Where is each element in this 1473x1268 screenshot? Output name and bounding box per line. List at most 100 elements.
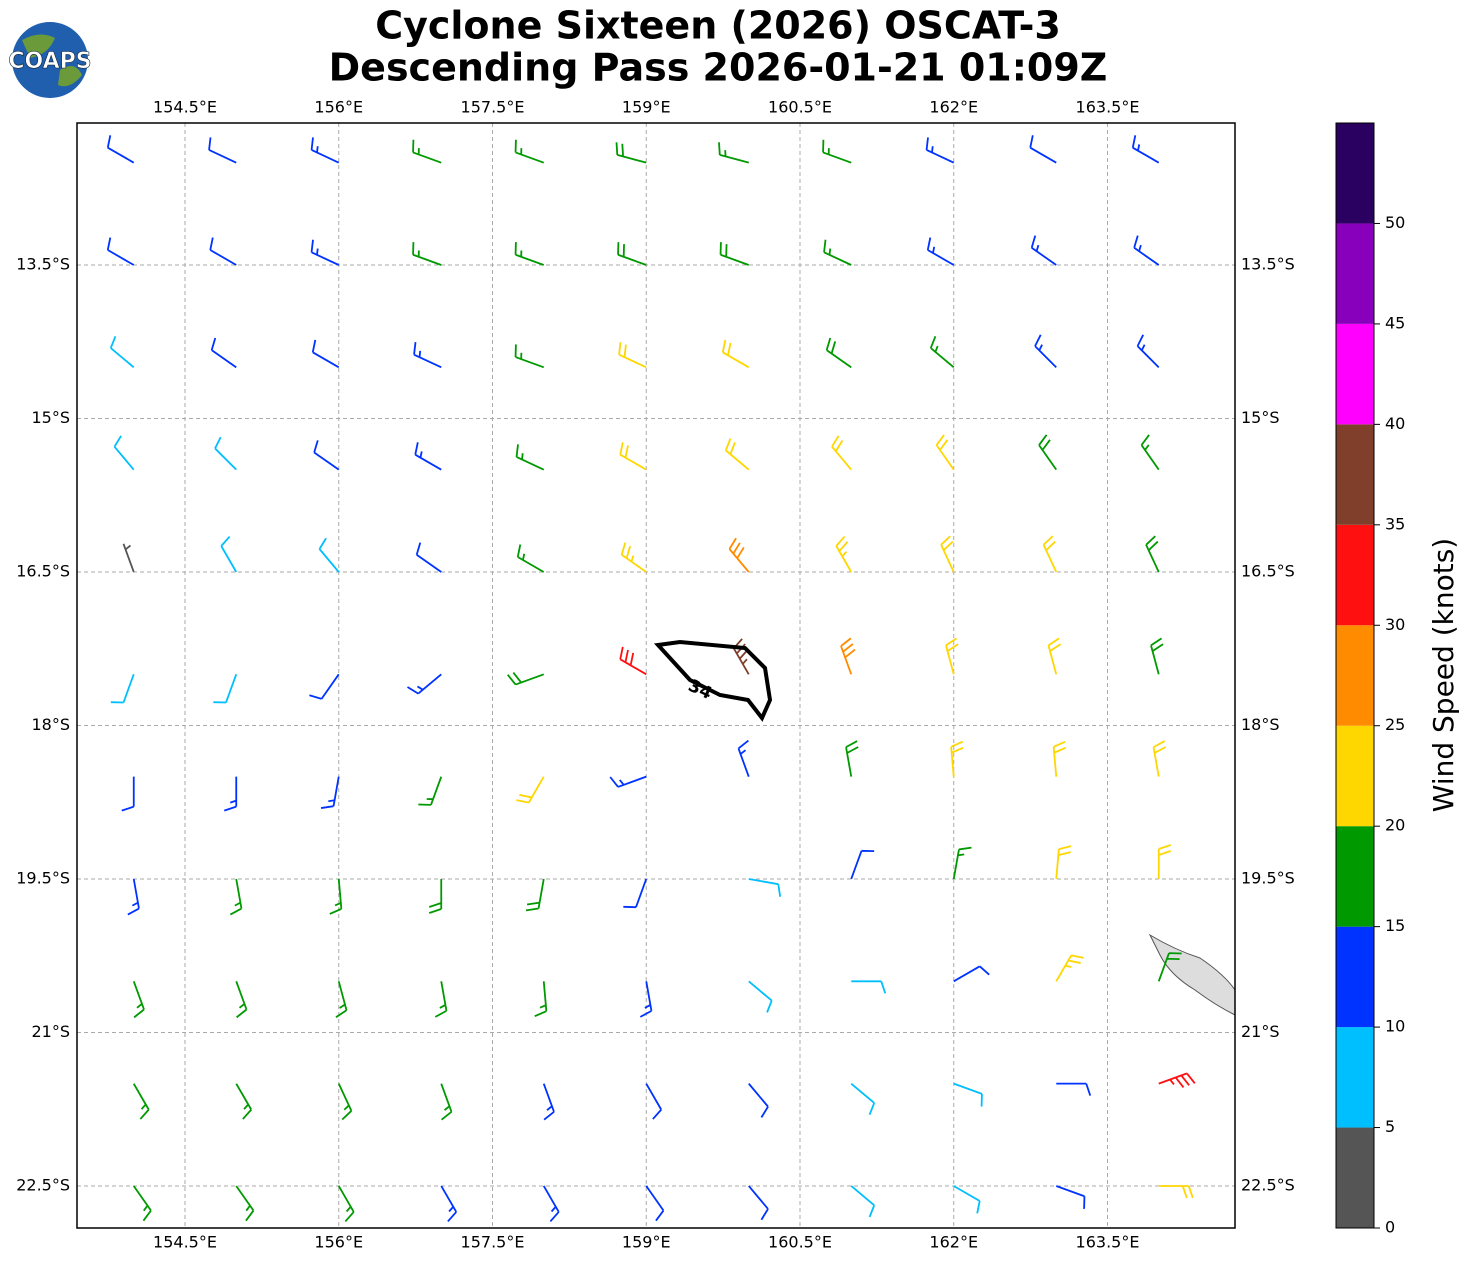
- wind-barb: [926, 237, 955, 266]
- lat-tick-label-left: 22.5°S: [16, 1175, 70, 1194]
- wind-barb: [1158, 1185, 1194, 1199]
- wind-barb: [1055, 845, 1072, 880]
- wind-barb: [235, 981, 248, 1019]
- wind-barb: [311, 339, 340, 369]
- wind-barb: [109, 335, 135, 369]
- wind-barb: [850, 849, 875, 880]
- wind-barb: [1042, 535, 1058, 573]
- wind-barb: [213, 674, 238, 704]
- colorbar-bin: [1336, 123, 1374, 224]
- lon-tick-label-top: 156°E: [314, 98, 363, 117]
- colorbar-tick-label: 5: [1385, 1117, 1395, 1136]
- wind-barb: [415, 542, 442, 573]
- wind-barb: [822, 139, 852, 164]
- lat-tick-label-right: 21°S: [1241, 1022, 1280, 1041]
- wind-barb: [223, 776, 238, 812]
- map-frame: [76, 122, 1236, 1229]
- wind-barb: [619, 646, 647, 676]
- colorbar-bin: [1336, 625, 1374, 726]
- wind-barb: [534, 981, 548, 1018]
- colorbar-tick-label: 35: [1385, 514, 1405, 533]
- colorbar-bin: [1336, 1027, 1374, 1128]
- contour-34kt: [653, 639, 773, 722]
- wind-barb: [748, 980, 773, 1013]
- lat-tick-label-left: 19.5°S: [16, 868, 70, 887]
- lat-tick-label-right: 16.5°S: [1241, 561, 1295, 580]
- wind-barb: [940, 535, 955, 573]
- wind-barb: [413, 341, 442, 369]
- wind-barb: [619, 442, 647, 471]
- lat-tick-label-right: 22.5°S: [1241, 1175, 1295, 1194]
- colorbar-tick-label: 30: [1385, 615, 1405, 634]
- wind-barb: [214, 436, 237, 471]
- colorbar-bin: [1336, 725, 1374, 827]
- lat-tick-label-left: 13.5°S: [16, 255, 70, 274]
- wind-barb: [525, 878, 545, 912]
- wind-barb: [210, 337, 237, 369]
- wind-barb: [737, 739, 750, 777]
- wind-barb: [440, 1083, 453, 1121]
- wind-barb: [229, 878, 243, 916]
- wind-barb: [1133, 235, 1160, 266]
- wind-barb: [428, 878, 443, 914]
- wind-barb: [1152, 740, 1167, 777]
- wind-barb: [617, 242, 647, 266]
- wind-barb: [1047, 637, 1062, 675]
- wind-barb: [728, 537, 750, 573]
- wind-barb: [721, 339, 750, 369]
- wind-barb: [1055, 1185, 1086, 1209]
- lon-tick-label-top: 154.5°E: [153, 98, 217, 117]
- colorbar-bin: [1336, 926, 1374, 1028]
- wind-barb: [412, 242, 442, 266]
- wind-barb: [235, 1185, 255, 1222]
- colorbar-tick-label: 40: [1385, 414, 1405, 433]
- title-line-2: Descending Pass 2026-01-21 01:09Z: [329, 46, 1108, 90]
- wind-barb: [1029, 135, 1057, 164]
- wind-barb: [329, 878, 343, 915]
- lon-tick-label-top: 159°E: [622, 98, 671, 117]
- wind-barb: [414, 442, 442, 471]
- colorbar-bin: [1336, 1127, 1374, 1228]
- wind-barb: [1056, 1082, 1092, 1096]
- lon-tick-label-bottom: 163.5°E: [1076, 1233, 1140, 1252]
- wind-barb: [623, 878, 648, 909]
- wind-barb: [748, 1083, 769, 1118]
- wind-barb: [132, 981, 145, 1019]
- wind-barb: [1157, 952, 1182, 982]
- colorbar-bin: [1336, 826, 1374, 927]
- wind-barb: [831, 435, 852, 471]
- colorbar-tick-label: 15: [1385, 916, 1405, 935]
- wind-barb: [1052, 740, 1067, 777]
- wind-barb: [718, 142, 749, 164]
- lon-tick-label-bottom: 159°E: [622, 1233, 671, 1252]
- wind-barb: [412, 139, 442, 164]
- title-line-1: Cyclone Sixteen (2026) OSCAT-3: [375, 4, 1061, 48]
- wind-barb: [615, 142, 647, 164]
- wind-barb: [950, 740, 964, 777]
- wind-barb: [113, 435, 135, 471]
- wind-barb: [320, 776, 340, 809]
- wind-barb: [748, 1185, 769, 1221]
- lat-tick-label-left: 21°S: [31, 1022, 70, 1041]
- wind-barb: [609, 775, 647, 788]
- wind-barb: [335, 981, 348, 1019]
- wind-barb: [1030, 235, 1057, 266]
- wind-barb: [514, 344, 545, 369]
- wind-barb: [542, 1083, 555, 1121]
- wind-barb: [337, 1083, 353, 1121]
- wind-barb: [434, 981, 448, 1018]
- lon-tick-label-top: 162°E: [929, 98, 978, 117]
- colorbar-tick-label: 50: [1385, 213, 1405, 232]
- logo-text: COAPS: [8, 49, 91, 74]
- wind-barb: [953, 1082, 983, 1107]
- wind-barb: [220, 535, 238, 573]
- wind-barb: [850, 1185, 876, 1218]
- lon-tick-label-bottom: 162°E: [929, 1233, 978, 1252]
- wind-barb: [929, 335, 955, 369]
- wind-barb: [840, 637, 856, 675]
- lon-tick-label-top: 163.5°E: [1076, 98, 1140, 117]
- wind-barb: [121, 776, 135, 812]
- wind-barb: [235, 1083, 253, 1120]
- colorbar-tick-label: 10: [1385, 1017, 1405, 1036]
